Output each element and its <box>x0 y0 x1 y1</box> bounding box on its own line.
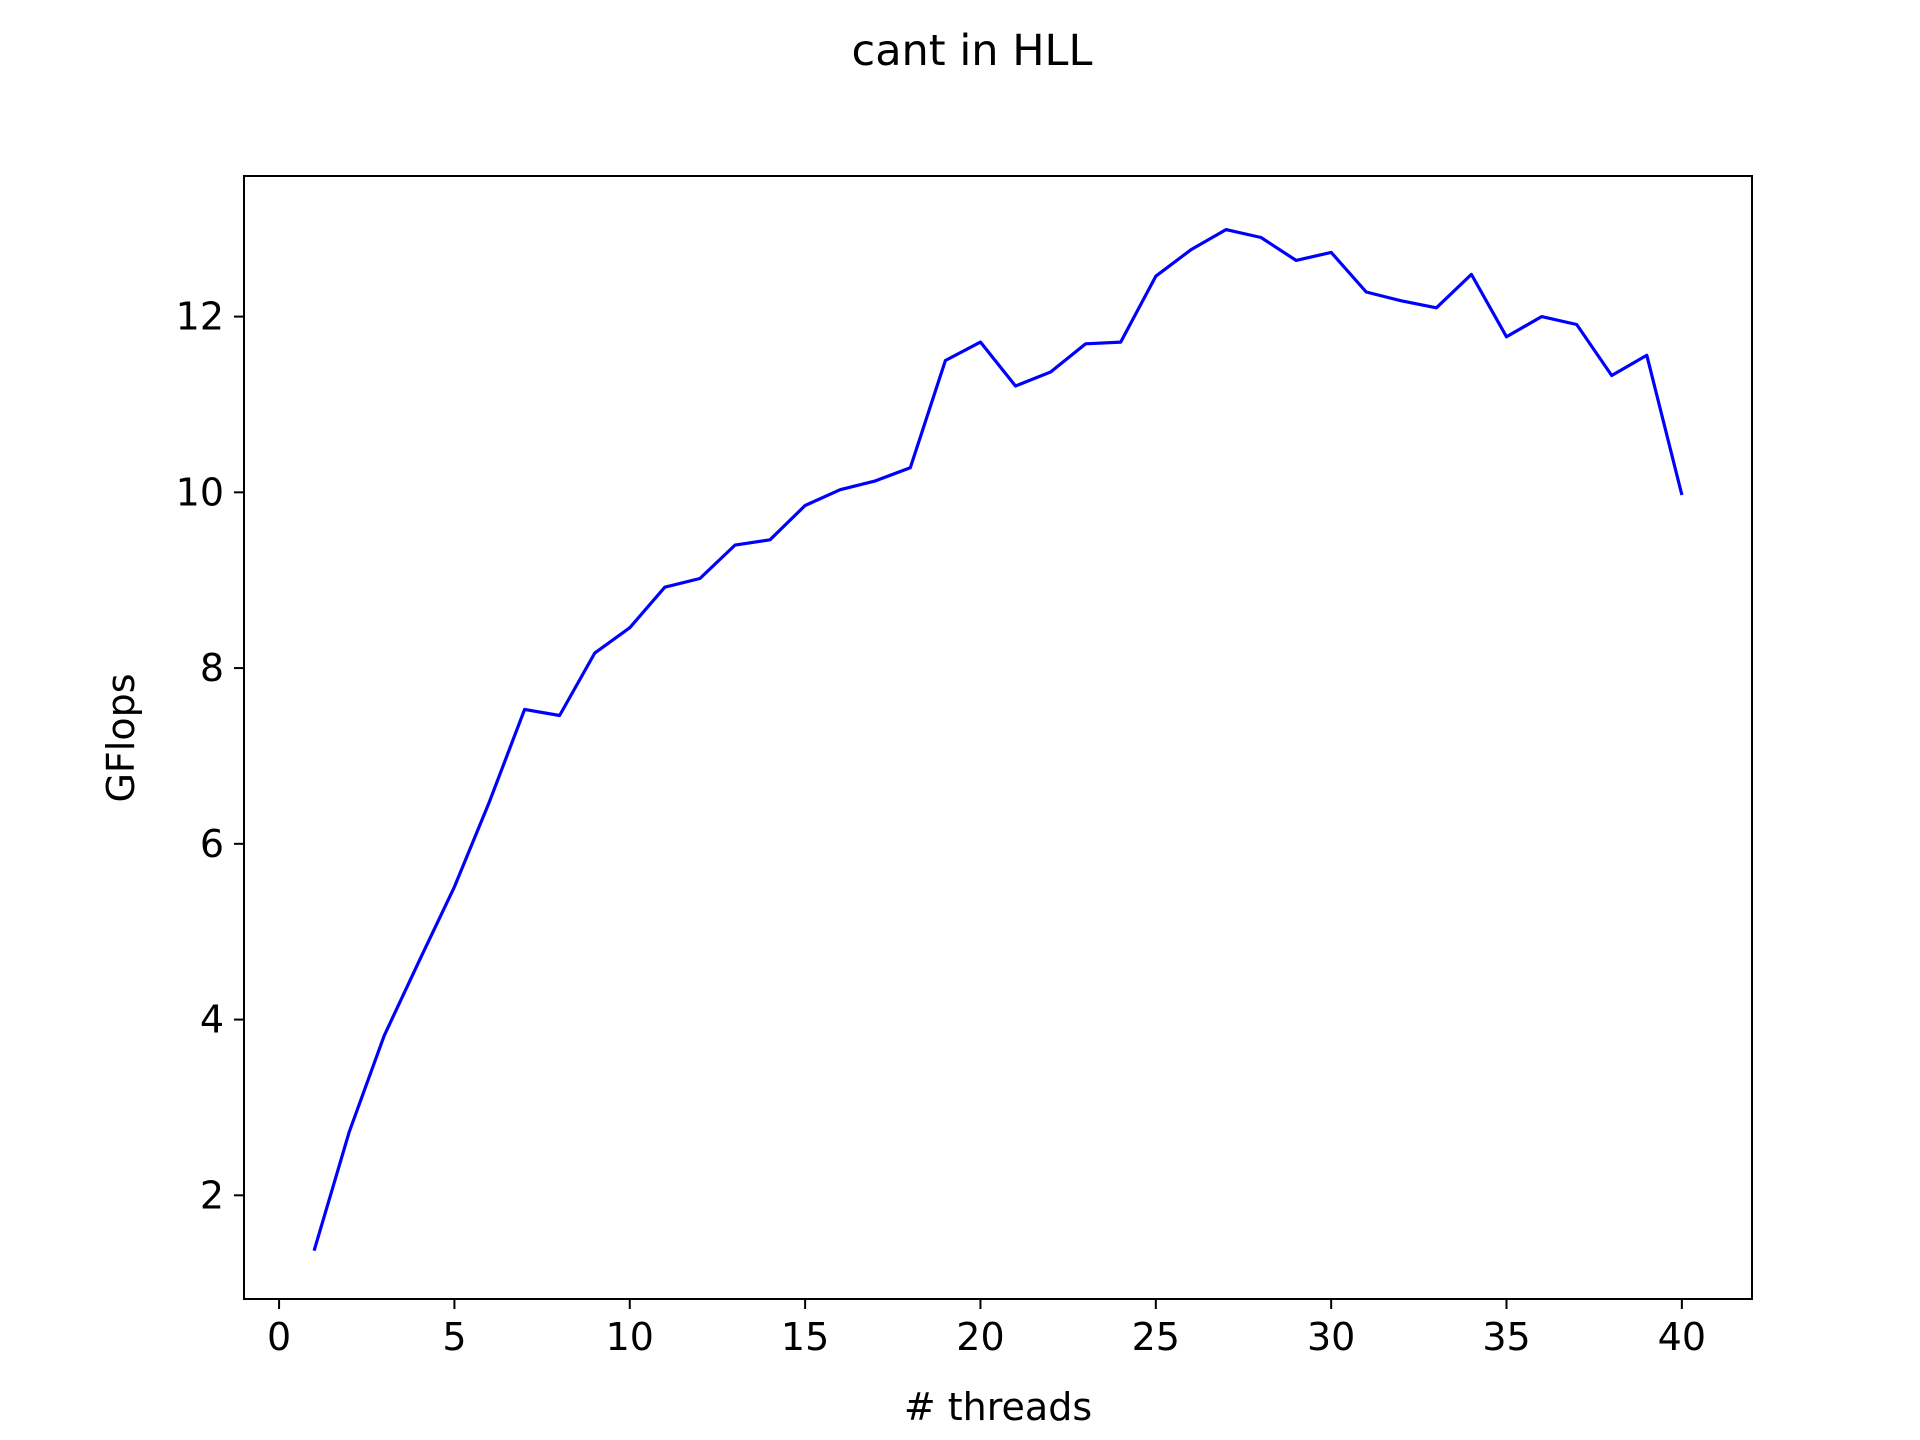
x-axis-ticks: 0 5 10 15 20 25 30 35 40 <box>267 1299 1706 1359</box>
y-tick-label: 12 <box>176 295 224 339</box>
y-axis-label: GFlops <box>99 673 143 802</box>
x-axis-label: # threads <box>904 1385 1092 1429</box>
x-tick-label: 15 <box>781 1315 829 1359</box>
y-tick-label: 4 <box>200 998 224 1042</box>
chart-title: cant in HLL <box>852 26 1093 76</box>
x-tick-label: 35 <box>1482 1315 1530 1359</box>
plot-area-frame <box>243 175 1753 1300</box>
y-axis-ticks: 2 4 6 8 10 12 <box>176 295 244 1217</box>
x-tick-label: 0 <box>267 1315 291 1359</box>
y-tick-label: 10 <box>176 470 224 514</box>
x-tick-label: 5 <box>442 1315 466 1359</box>
x-tick-label: 40 <box>1658 1315 1706 1359</box>
x-tick-label: 20 <box>956 1315 1004 1359</box>
x-tick-label: 30 <box>1307 1315 1355 1359</box>
x-tick-label: 25 <box>1132 1315 1180 1359</box>
y-tick-label: 2 <box>200 1173 224 1217</box>
x-tick-label: 10 <box>606 1315 654 1359</box>
series-line <box>312 228 1684 1252</box>
y-tick-label: 6 <box>200 822 224 866</box>
y-tick-label: 8 <box>200 646 224 690</box>
